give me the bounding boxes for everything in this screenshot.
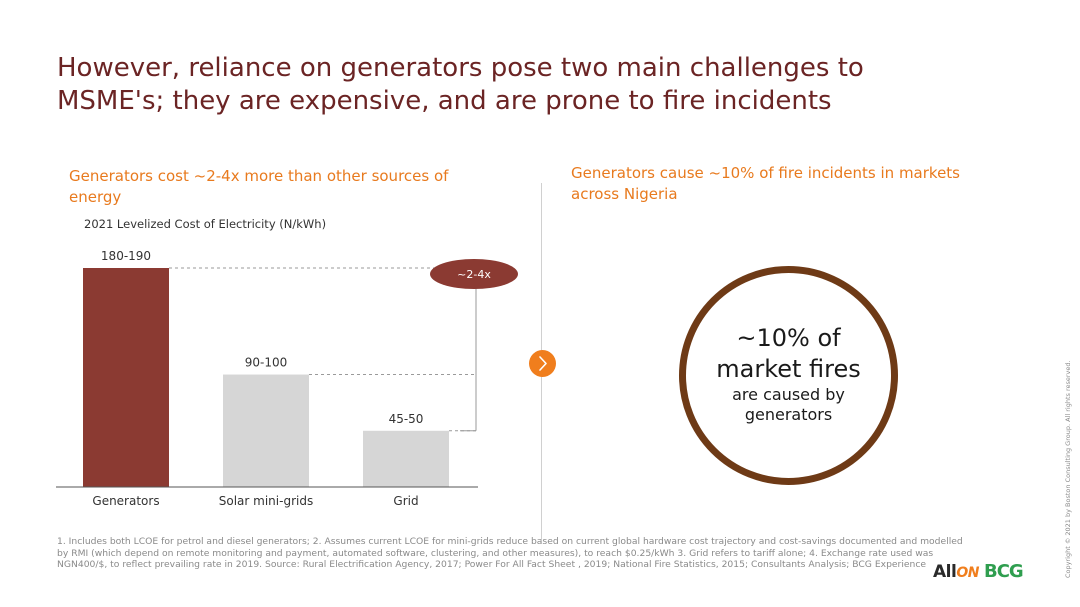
category-label: Generators xyxy=(92,494,159,508)
category-label: Solar mini-grids xyxy=(219,494,313,508)
allon-logo-suffix: ON xyxy=(956,565,979,581)
data-label: 90-100 xyxy=(245,356,288,370)
fire-stat-text: ~10% of market fires are caused by gener… xyxy=(679,323,898,425)
chevron-right-icon xyxy=(539,356,547,371)
left-panel-heading: Generators cost ~2-4x more than other so… xyxy=(69,167,449,206)
data-label: 180-190 xyxy=(101,249,151,263)
page-title: However, reliance on generators pose two… xyxy=(57,52,1017,118)
category-label: Grid xyxy=(393,494,418,508)
allon-logo-prefix: All xyxy=(933,562,957,582)
next-arrow-button xyxy=(529,350,556,377)
ratio-annotation-label: ~2-4x xyxy=(457,268,491,281)
data-label: 45-50 xyxy=(389,412,424,426)
right-panel-heading: Generators cause ~10% of fire incidents … xyxy=(571,164,960,203)
footnote: 1. Includes both LCOE for petrol and die… xyxy=(57,536,963,571)
title-line-1: However, reliance on generators pose two… xyxy=(57,53,864,83)
bcg-logo: BCG xyxy=(984,561,1024,582)
title-line-2: MSME's; they are expensive, and are pron… xyxy=(57,86,832,116)
bar-generators xyxy=(83,268,169,487)
fire-stat-line-3: are caused by xyxy=(732,385,845,404)
bar-grid xyxy=(363,430,449,487)
fire-stat-line-4: generators xyxy=(744,405,833,424)
fire-stat-line-1: ~10% of xyxy=(736,324,841,352)
copyright-notice: Copyright © 2021 by Boston Consulting Gr… xyxy=(1064,360,1072,578)
bar-solar-mini-grids xyxy=(223,374,309,487)
allon-logo: AllON xyxy=(933,562,979,582)
lcoe-bar-chart: 180-190 Generators 90-100 Solar mini-grids 4… xyxy=(56,249,518,508)
fire-stat-ring xyxy=(679,266,898,485)
ratio-annotation-badge xyxy=(430,259,518,289)
chart-title: 2021 Levelized Cost of Electricity (N/kW… xyxy=(84,217,327,231)
fire-stat-line-2: market fires xyxy=(716,355,861,383)
